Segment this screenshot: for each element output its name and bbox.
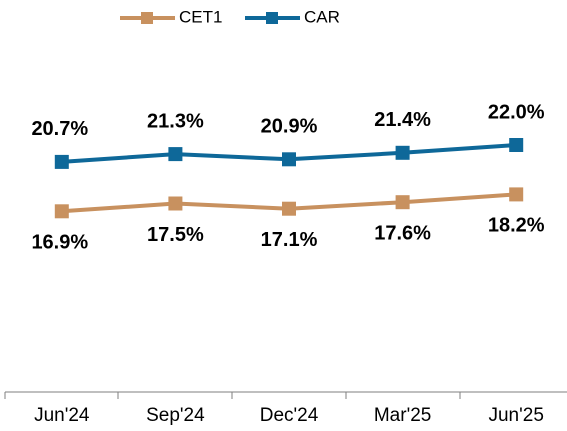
x-tick-label: Dec'24 [260, 405, 319, 426]
point-marker [282, 201, 296, 216]
point-marker [395, 145, 410, 160]
data-label: 16.9% [31, 232, 88, 254]
data-label: 20.7% [31, 118, 88, 140]
point-marker [168, 147, 183, 162]
data-label: 17.5% [147, 224, 204, 246]
legend-label: CET1 [179, 7, 222, 26]
data-label: 20.9% [261, 116, 318, 138]
x-tick-label: Jun'25 [488, 405, 543, 426]
x-tick-label: Sep'24 [146, 405, 205, 426]
data-label: 17.1% [261, 229, 318, 251]
data-label: 22.0% [488, 101, 545, 123]
point-marker [54, 154, 69, 169]
point-marker [54, 204, 69, 219]
legend-swatch-marker [266, 12, 278, 24]
data-label: 17.6% [374, 222, 431, 244]
x-axis-ticks [4, 392, 461, 399]
point-marker [509, 187, 524, 202]
data-label: 21.3% [147, 110, 204, 132]
point-marker [509, 138, 524, 152]
data-label: 18.2% [488, 215, 545, 237]
x-tick-label: Mar'25 [374, 405, 431, 426]
x-tick-label: Jun'24 [34, 405, 90, 426]
point-marker [168, 196, 183, 211]
legend-swatch-marker [141, 12, 153, 24]
point-marker [395, 195, 410, 210]
legend-label: CAR [304, 7, 340, 26]
data-label: 21.4% [374, 109, 431, 131]
point-marker [282, 152, 296, 167]
